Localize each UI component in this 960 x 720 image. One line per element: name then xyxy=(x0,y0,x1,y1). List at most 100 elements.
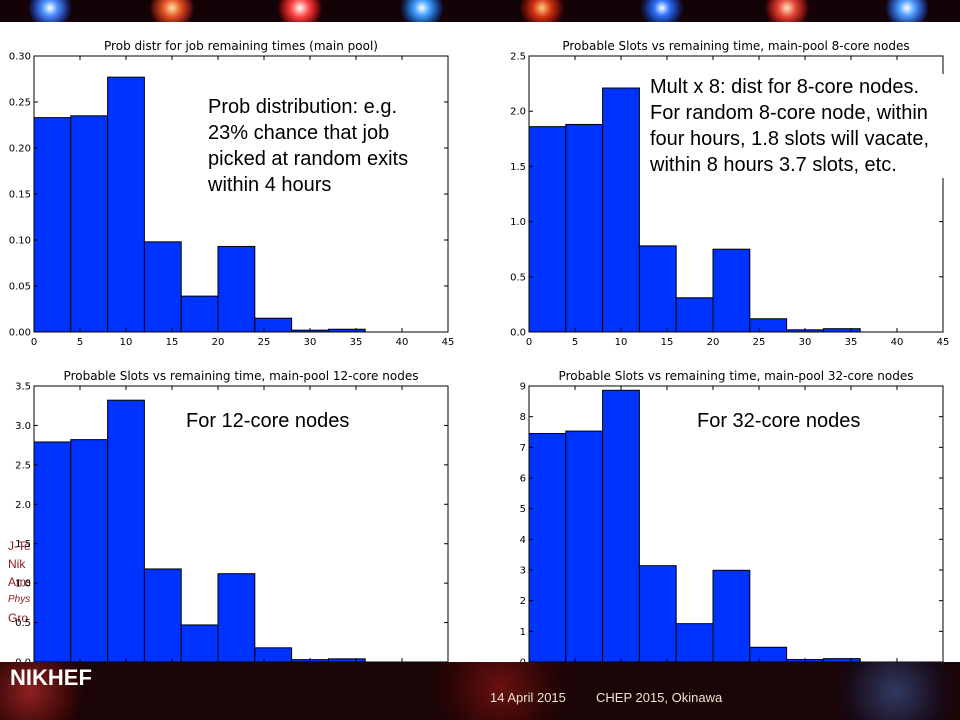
x-tick-label: 20 xyxy=(212,337,225,348)
y-tick-label: 0.10 xyxy=(9,236,31,247)
histogram-bar xyxy=(180,624,219,663)
y-tick-label: 3.0 xyxy=(15,421,31,432)
y-tick-label: 0.25 xyxy=(9,98,31,109)
citation-line: Nik xyxy=(8,557,26,571)
citation-text: J-Te Nik Ams Phys Gro xyxy=(8,537,30,627)
x-tick-label: 40 xyxy=(396,337,409,348)
histogram-bar xyxy=(528,433,567,663)
right-margin xyxy=(950,22,960,662)
x-tick-label: 35 xyxy=(845,337,858,348)
y-tick-label: 2 xyxy=(520,596,526,607)
histogram-bar xyxy=(675,623,714,663)
chart-title: Prob distr for job remaining times (main… xyxy=(104,39,378,53)
histogram-bar xyxy=(217,573,256,663)
x-tick-label: 35 xyxy=(350,337,363,348)
citation-line: J-Te xyxy=(8,539,30,553)
left-margin xyxy=(0,22,10,662)
chart-12-core-nodes: Probable Slots vs remaining time, main-p… xyxy=(15,369,454,678)
y-tick-label: 0.00 xyxy=(9,328,31,339)
y-tick-label: 4 xyxy=(520,535,526,546)
top-banner xyxy=(0,0,960,22)
x-tick-label: 45 xyxy=(937,337,950,348)
histogram-bar xyxy=(565,123,604,333)
chart-title: Probable Slots vs remaining time, main-p… xyxy=(559,369,914,383)
chart-title: Probable Slots vs remaining time, main-p… xyxy=(562,39,909,53)
footer-text: 14 April 2015 CHEP 2015, Okinawa xyxy=(0,690,960,714)
footer-glow-image xyxy=(0,662,90,720)
x-tick-label: 0 xyxy=(526,337,532,348)
x-tick-label: 10 xyxy=(120,337,133,348)
particle-burst-image xyxy=(640,0,684,22)
x-tick-label: 25 xyxy=(258,337,271,348)
citation-line: Phys xyxy=(8,594,30,605)
citation-line: Gro xyxy=(8,611,29,625)
histogram-bar xyxy=(712,569,751,663)
x-tick-label: 45 xyxy=(442,337,455,348)
histogram-bar xyxy=(749,318,788,333)
x-tick-label: 30 xyxy=(304,337,317,348)
footer-glow-image xyxy=(820,662,960,720)
y-tick-label: 2.0 xyxy=(15,500,31,511)
histogram-bar xyxy=(143,568,182,663)
histogram-bar xyxy=(70,439,109,663)
histogram-bar xyxy=(180,295,219,333)
y-tick-label: 0.0 xyxy=(510,328,526,339)
x-tick-label: 25 xyxy=(753,337,766,348)
nikhef-logo: NIKHEF xyxy=(10,665,92,690)
histogram-bar xyxy=(254,317,293,333)
particle-burst-image xyxy=(28,0,72,22)
histogram-bar xyxy=(107,76,145,333)
y-tick-label: 2.5 xyxy=(510,52,526,63)
histogram-bar xyxy=(675,297,714,333)
histogram-bar xyxy=(638,245,677,333)
callout-mult-x8: Mult x 8: dist for 8-core nodes. For ran… xyxy=(650,74,946,178)
histogram-bar xyxy=(217,245,256,333)
callout-12-core: For 12-core nodes xyxy=(186,408,350,434)
y-tick-label: 5 xyxy=(520,504,526,515)
callout-32-core: For 32-core nodes xyxy=(697,408,861,434)
histogram-bar xyxy=(33,117,72,333)
particle-burst-image xyxy=(278,0,322,22)
y-tick-label: 1 xyxy=(520,627,526,638)
histogram-bar xyxy=(33,441,72,663)
particle-burst-image xyxy=(400,0,444,22)
y-tick-label: 0.5 xyxy=(15,618,31,629)
y-tick-label: 0.15 xyxy=(9,190,31,201)
x-tick-label: 15 xyxy=(166,337,179,348)
footer-glow-image xyxy=(420,662,580,720)
x-tick-label: 30 xyxy=(799,337,812,348)
histogram-bar xyxy=(143,241,182,333)
footer-date: 14 April 2015 xyxy=(490,690,566,705)
y-tick-label: 1.0 xyxy=(15,579,31,590)
histogram-bar xyxy=(70,115,109,333)
particle-burst-image xyxy=(885,0,929,22)
chart-8-core-nodes: Probable Slots vs remaining time, main-p… xyxy=(510,39,950,348)
x-tick-label: 40 xyxy=(891,337,904,348)
footer-conference: CHEP 2015, Okinawa xyxy=(596,690,723,705)
histogram-bar xyxy=(254,647,293,663)
chart-title: Probable Slots vs remaining time, main-p… xyxy=(64,369,419,383)
plot-frame xyxy=(528,55,944,333)
chart-panel-12-core: Probable Slots vs remaining time, main-p… xyxy=(0,366,460,682)
footer-band xyxy=(0,662,960,720)
y-tick-label: 2.5 xyxy=(15,460,31,471)
y-tick-label: 3 xyxy=(520,566,526,577)
y-tick-label: 9 xyxy=(520,382,526,393)
x-tick-label: 20 xyxy=(707,337,720,348)
y-tick-label: 8 xyxy=(520,412,526,423)
y-tick-label: 0.20 xyxy=(9,144,31,155)
histogram-bar xyxy=(712,248,751,333)
histogram-bar xyxy=(565,430,604,663)
x-tick-label: 5 xyxy=(77,337,83,348)
y-tick-label: 7 xyxy=(520,443,526,454)
chart-panel-8-core: Probable Slots vs remaining time, main-p… xyxy=(495,36,955,352)
y-tick-label: 6 xyxy=(520,474,526,485)
y-tick-label: 1.5 xyxy=(510,162,526,173)
particle-burst-image xyxy=(520,0,564,22)
y-tick-label: 2.0 xyxy=(510,107,526,118)
y-tick-label: 3.5 xyxy=(15,382,31,393)
x-tick-label: 0 xyxy=(31,337,37,348)
callout-prob-distribution: Prob distribution: e.g. 23% chance that … xyxy=(208,94,418,198)
histogram-bar xyxy=(602,389,640,663)
y-tick-label: 1.5 xyxy=(15,539,31,550)
